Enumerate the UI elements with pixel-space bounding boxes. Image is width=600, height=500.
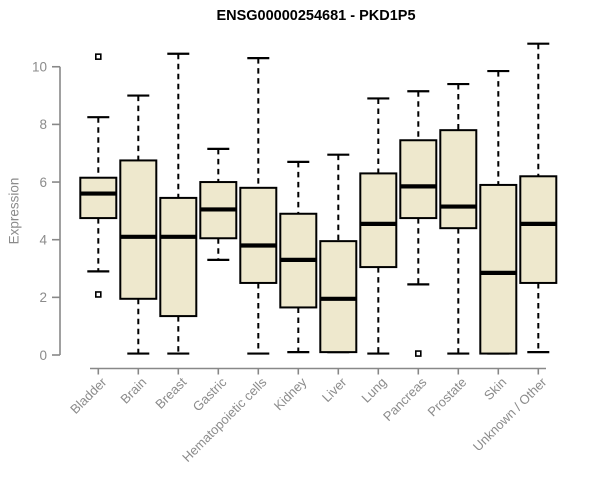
box-liver xyxy=(319,153,358,354)
x-tick-label-kidney: Kidney xyxy=(271,374,310,413)
outlier-point xyxy=(414,350,422,357)
x-tick-label-lung: Lung xyxy=(358,375,389,406)
x-tick-label-skin: Skin xyxy=(481,375,509,403)
box-lung xyxy=(359,97,398,355)
y-axis-label: Expression xyxy=(6,177,22,245)
x-tick-label-breast: Breast xyxy=(152,374,189,411)
y-tick-label: 8 xyxy=(39,117,47,132)
outlier-point xyxy=(95,53,102,60)
iqr-box xyxy=(479,183,518,355)
iqr-box xyxy=(159,196,198,318)
box-prostate xyxy=(439,82,478,355)
box-kidney xyxy=(279,160,318,354)
x-tick-label-liver: Liver xyxy=(319,374,350,405)
y-tick-label: 6 xyxy=(39,175,47,190)
y-tick-label: 10 xyxy=(32,60,47,75)
iqr-box xyxy=(239,186,278,284)
x-tick-label-prostate: Prostate xyxy=(425,375,470,420)
iqr-box xyxy=(359,172,398,269)
x-tick-label-pancreas: Pancreas xyxy=(380,374,430,424)
box-brain xyxy=(119,94,158,355)
x-tick-label-bladder: Bladder xyxy=(67,374,110,417)
iqr-box xyxy=(519,175,558,284)
box-unknown-other xyxy=(519,42,558,354)
box-bladder xyxy=(79,53,118,298)
iqr-box xyxy=(79,176,118,220)
iqr-box xyxy=(439,129,478,230)
x-tick-label-unknown-other: Unknown / Other xyxy=(470,374,550,454)
iqr-box xyxy=(399,139,438,220)
outlier-point xyxy=(95,291,102,298)
y-tick-label: 0 xyxy=(39,348,47,363)
y-tick-label: 4 xyxy=(39,233,47,248)
box-pancreas xyxy=(399,90,438,357)
box-hematopoietic-cells xyxy=(239,57,278,355)
box-gastric xyxy=(199,147,238,261)
iqr-box xyxy=(119,159,158,300)
x-tick-label-brain: Brain xyxy=(117,375,149,407)
box-breast xyxy=(159,52,198,355)
box-skin xyxy=(479,69,518,355)
chart-title: ENSG00000254681 - PKD1P5 xyxy=(216,8,416,24)
iqr-box xyxy=(319,240,358,354)
y-tick-label: 2 xyxy=(39,290,47,305)
